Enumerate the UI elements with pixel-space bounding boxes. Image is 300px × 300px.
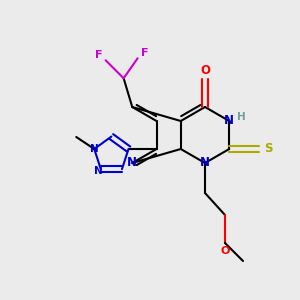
Text: N: N	[90, 144, 99, 154]
Text: S: S	[264, 142, 272, 155]
Text: N: N	[224, 115, 234, 128]
Text: N: N	[127, 157, 137, 169]
Text: H: H	[237, 112, 246, 122]
Text: F: F	[95, 50, 102, 60]
Text: N: N	[200, 157, 210, 169]
Text: O: O	[200, 64, 210, 77]
Text: F: F	[141, 48, 148, 58]
Text: O: O	[220, 246, 230, 256]
Text: N: N	[94, 166, 103, 176]
